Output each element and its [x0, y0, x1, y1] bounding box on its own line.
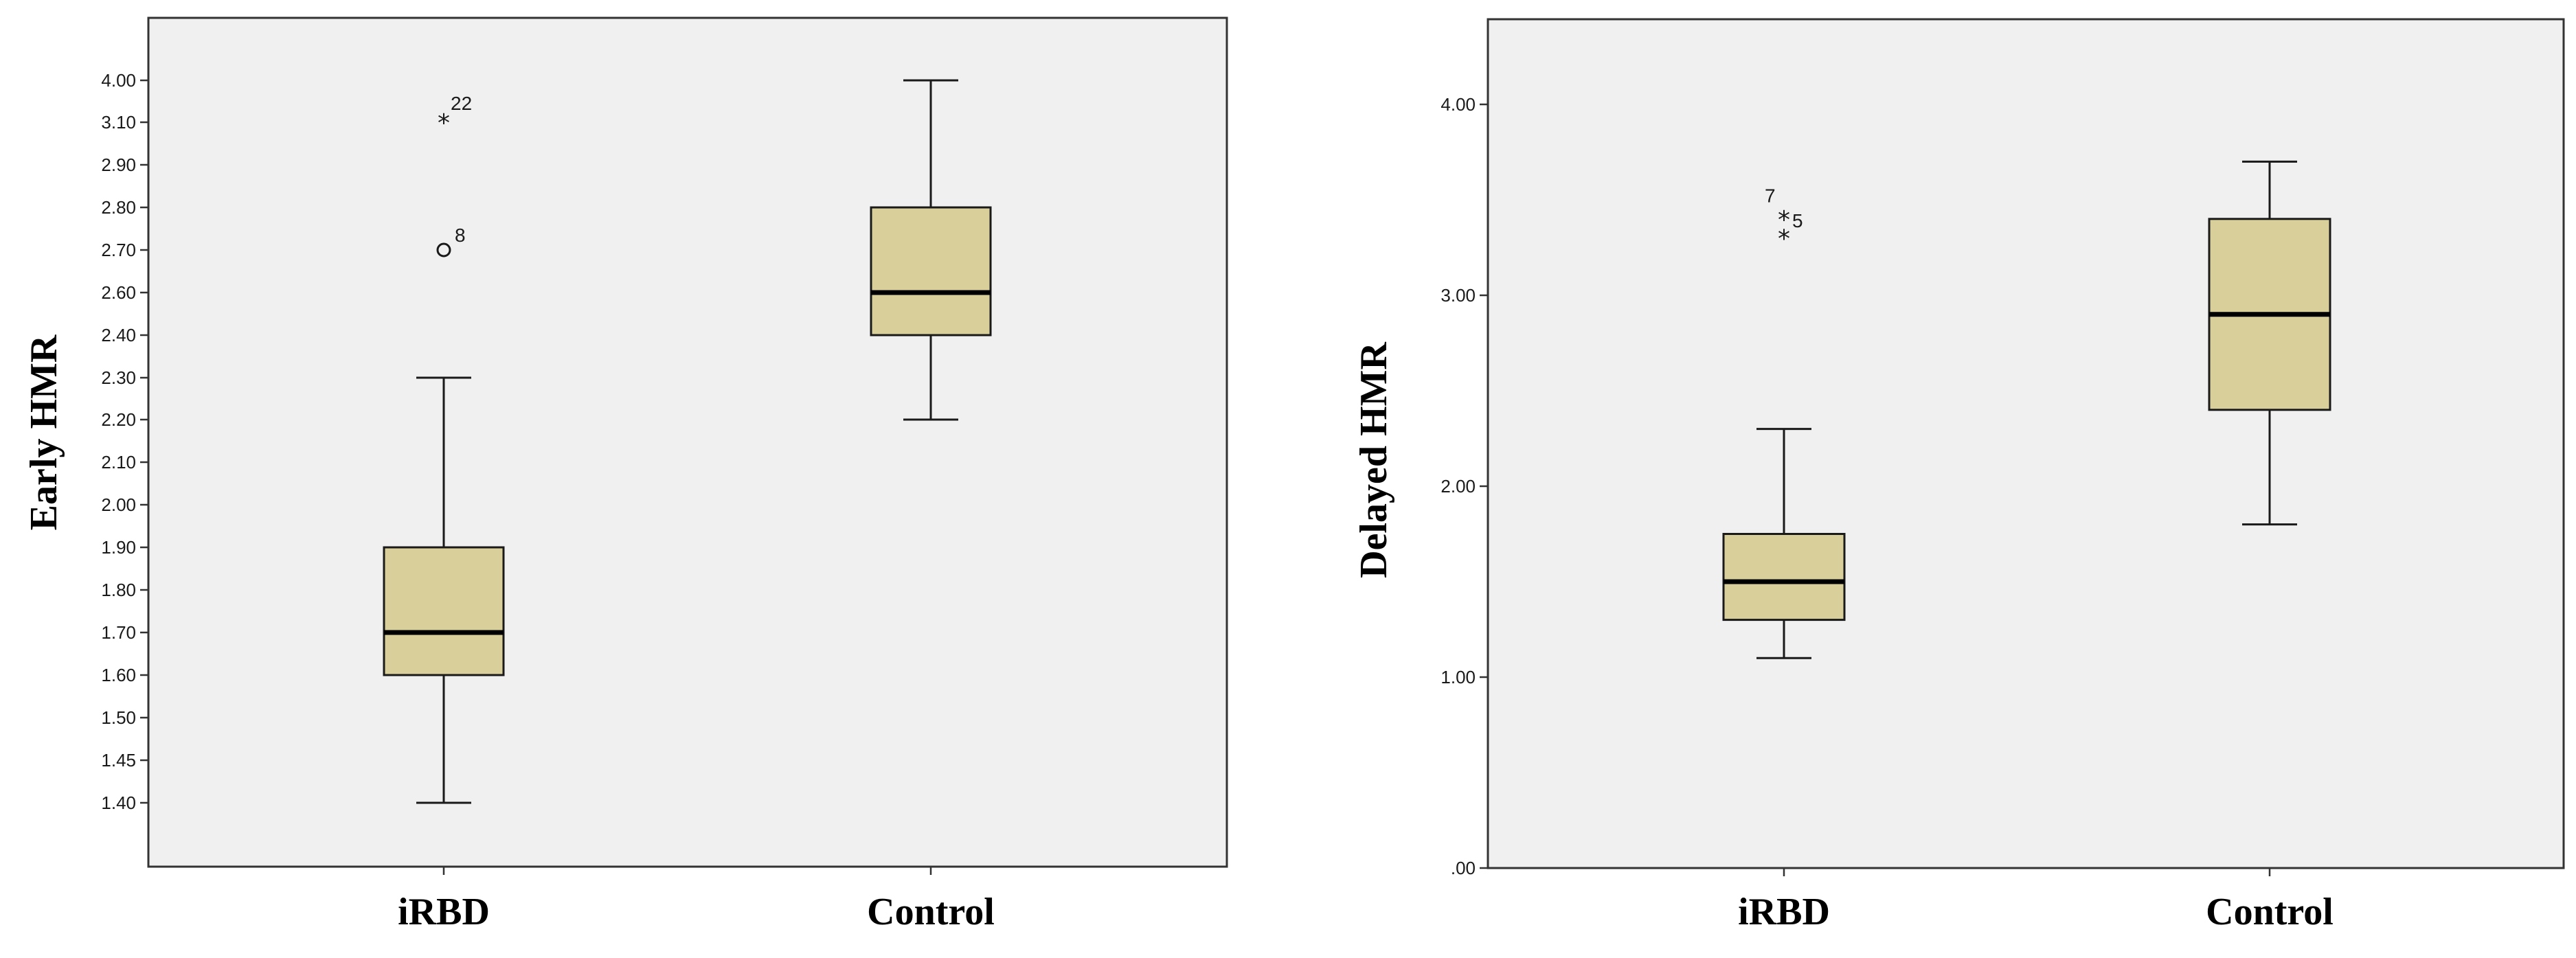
early-hmr-y-tick-label: 1.50: [101, 707, 136, 728]
outlier-label: 8: [455, 225, 466, 246]
early-hmr-x-tick-label: Control: [867, 891, 995, 933]
delayed-hmr-boxes: [1722, 160, 2331, 659]
delayed-hmr-x-tick-label: iRBD: [1738, 891, 1830, 933]
delayed-hmr-y-tick-label: 2.00: [1440, 476, 1476, 497]
iqr-box: [1722, 533, 1846, 621]
early-hmr-x-tick-label: iRBD: [398, 891, 490, 933]
early-hmr-y-tick-label: 2.30: [101, 367, 136, 388]
delayed-hmr-y-tick-label: 4.00: [1440, 94, 1476, 115]
early-hmr-boxes: [383, 79, 992, 804]
early-hmr-y-axis: 4.00 3.10 2.90 2.80 2.70 2.60 2.40 2.30 2.20 2.10…: [101, 70, 148, 813]
outlier-star-marker: *: [438, 109, 450, 137]
early-hmr-outlier-22: *22: [438, 93, 472, 137]
early-hmr-x-axis: iRBD Control: [398, 867, 995, 933]
early-hmr-y-tick-label: 2.20: [101, 409, 136, 430]
early-hmr-y-tick-label: 2.00: [101, 494, 136, 515]
delayed-hmr-chart: Delayed HMR .00 1.00 2.00 3.00 4.00 iRBD Cont…: [1353, 18, 2565, 933]
early-hmr-outliers: *22 8: [436, 93, 472, 258]
early-hmr-y-tick-label: 1.70: [101, 622, 136, 643]
early-hmr-y-axis-label: Early HMR: [23, 334, 65, 530]
early-hmr-y-tick-label: 1.90: [101, 537, 136, 558]
early-hmr-y-tick-label: 3.10: [101, 112, 136, 133]
delayed-hmr-y-axis-label: Delayed HMR: [1353, 342, 1395, 578]
early-hmr-box-irbd: [383, 376, 505, 804]
delayed-hmr-x-tick-label: Control: [2206, 891, 2334, 933]
delayed-hmr-outliers: * 5*7: [1765, 185, 1803, 253]
early-hmr-y-tick-label: 2.70: [101, 240, 136, 260]
early-hmr-y-tick-label: 1.45: [101, 750, 136, 771]
early-hmr-y-tick-label: 1.60: [101, 665, 136, 685]
early-hmr-y-tick-label: 1.80: [101, 580, 136, 600]
delayed-hmr-x-axis: iRBD Control: [1738, 868, 2334, 933]
delayed-hmr-y-tick-label: 1.00: [1440, 667, 1476, 687]
iqr-box: [870, 206, 992, 337]
early-hmr-y-tick-label: 2.60: [101, 282, 136, 303]
early-hmr-box-control: [870, 79, 992, 421]
delayed-hmr-y-axis: .00 1.00 2.00 3.00 4.00: [1440, 94, 1488, 878]
early-hmr-y-tick-label: 2.90: [101, 155, 136, 175]
iqr-box: [383, 546, 505, 676]
early-hmr-y-tick-label: 1.40: [101, 792, 136, 813]
early-hmr-y-tick-label: 2.40: [101, 325, 136, 345]
delayed-hmr-y-tick-label: 3.00: [1440, 285, 1476, 306]
early-hmr-outlier-8: 8: [436, 225, 466, 258]
early-hmr-y-tick-label: 2.10: [101, 452, 136, 472]
early-hmr-plot-area: [147, 16, 1228, 868]
outlier-star-marker: *: [1778, 225, 1790, 253]
delayed-hmr-plot-area: [1487, 18, 2565, 869]
outlier-star-marker: *: [1778, 206, 1790, 234]
delayed-hmr-box-irbd: [1722, 428, 1846, 659]
outlier-label: 7: [1765, 185, 1776, 207]
outlier-circle-marker: [436, 242, 451, 258]
delayed-hmr-y-tick-label: .00: [1451, 858, 1476, 878]
delayed-hmr-outlier-7: *7: [1765, 185, 1790, 253]
early-hmr-chart: Early HMR 4.00 3.10 2.90 2.80 2.70 2.60 2.40 2.…: [23, 16, 1228, 933]
outlier-label: 5: [1792, 210, 1803, 231]
early-hmr-y-tick-label: 2.80: [101, 197, 136, 218]
early-hmr-y-tick-label: 4.00: [101, 70, 136, 91]
delayed-hmr-outlier-5: * 5: [1778, 206, 1803, 234]
outlier-label: 22: [451, 93, 472, 114]
delayed-hmr-box-control: [2208, 160, 2331, 526]
